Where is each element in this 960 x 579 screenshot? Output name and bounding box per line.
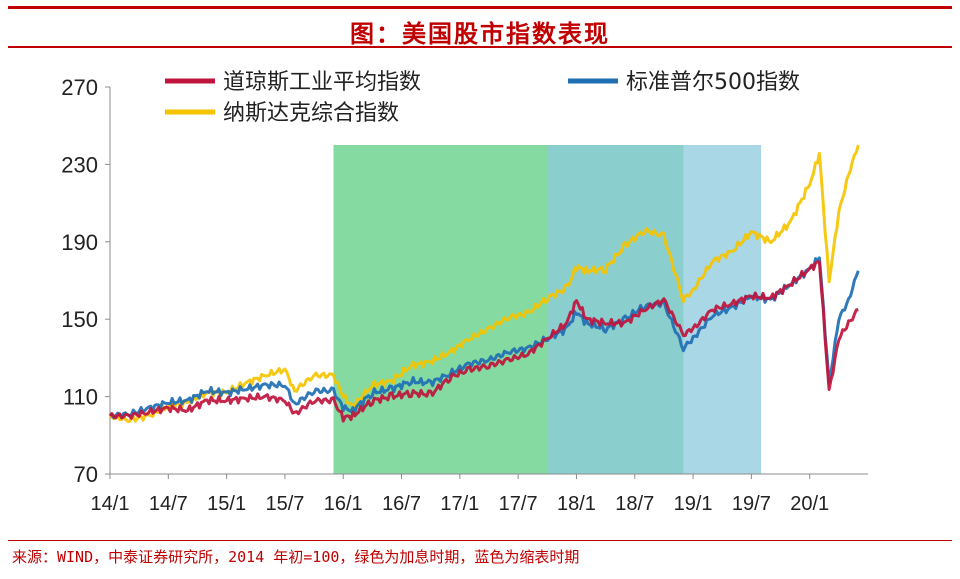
x-tick-label: 17/7 [499,493,538,515]
chart-title: 图：美国股市指数表现 [350,19,610,48]
series-line-0 [108,260,859,423]
x-tick-label: 16/1 [324,493,363,515]
x-tick-label: 14/7 [149,493,188,515]
x-tick-label: 19/7 [732,493,771,515]
x-tick-label: 16/7 [382,493,421,515]
x-tick-label: 15/1 [207,493,246,515]
line-chart: 70 110 150 190 230 270 14/1 14/7 15/1 15/7 16/1 16/… [61,70,868,515]
series-lines [108,144,860,423]
source-rule [8,540,952,541]
axes: 70 110 150 190 230 270 14/1 14/7 15/1 15/7 16/1 16/… [61,75,868,515]
x-tick-label: 18/1 [557,493,596,515]
x-tick-label: 18/7 [615,493,654,515]
y-tick-label: 230 [61,152,98,177]
series-line-1 [109,256,860,420]
y-tick-label: 270 [61,75,98,100]
legend-label-2: 纳斯达克综合指数 [223,101,399,126]
x-tick-label: 19/1 [674,493,713,515]
x-tick-label: 20/1 [790,493,829,515]
shaded-periods [333,145,762,474]
y-tick-label: 110 [63,385,98,410]
legend-label-1: 标准普尔500指数 [626,70,800,95]
x-tick-label: 15/7 [265,493,304,515]
title-bottom-rule [8,46,952,48]
y-tick-label: 70 [74,462,98,487]
title-top-rule [8,6,952,9]
y-tick-label: 150 [61,307,98,332]
x-tick-label: 17/1 [440,493,479,515]
y-tick-label: 190 [61,230,98,255]
chart-title-bar: 图：美国股市指数表现 [0,0,960,52]
source-note: 来源：WIND，中泰证券研究所，2014 年初=100，绿色为加息时期，蓝色为缩… [12,548,580,566]
x-tick-label: 14/1 [91,493,130,515]
legend-label-0: 道琼斯工业平均指数 [223,70,421,95]
